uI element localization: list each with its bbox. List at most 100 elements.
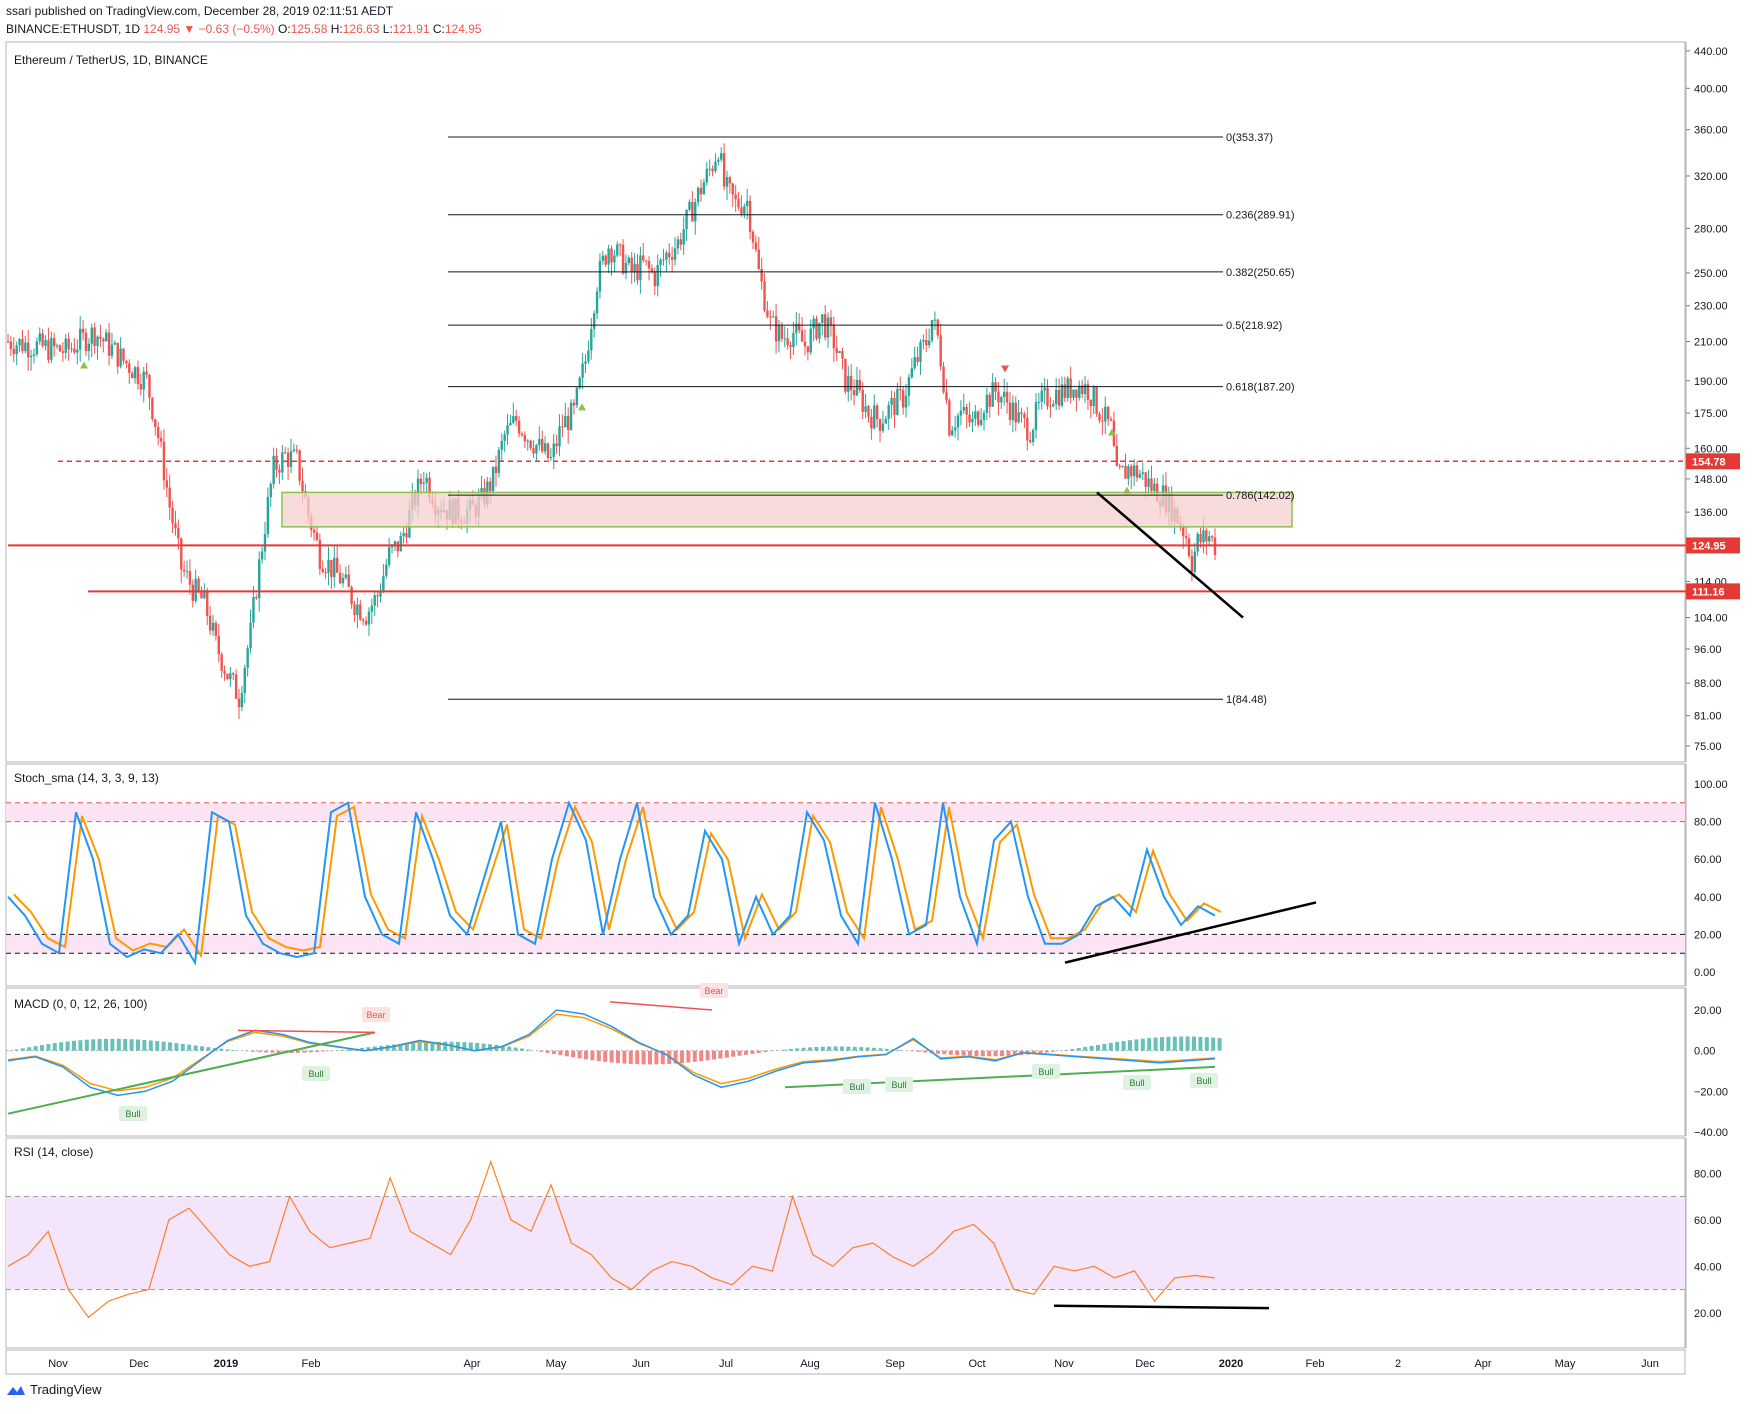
candle-body <box>979 420 983 425</box>
fib-level-label: 0.236(289.91) <box>1226 210 1295 222</box>
candle-body <box>910 368 914 378</box>
candle-body <box>962 406 965 411</box>
macd-histogram-bar <box>635 1050 640 1065</box>
macd-histogram-bar <box>200 1046 204 1051</box>
candle-body <box>696 187 700 203</box>
macd-histogram-bar <box>340 1049 345 1051</box>
macd-histogram-bar <box>942 1050 947 1055</box>
candle-body <box>356 604 359 616</box>
macd-pane: MACD (0, 0, 12, 26, 100) 20.00 0.00 −20.00 −… <box>6 983 1728 1139</box>
candle-body <box>757 249 760 270</box>
time-tick-label: Feb <box>302 1358 321 1370</box>
candle-body <box>575 387 579 406</box>
candle-body <box>107 332 111 356</box>
candle-body <box>800 330 804 342</box>
candle-body <box>899 388 902 391</box>
bear-signal-badge <box>700 983 728 998</box>
price-tick-label: 136.00 <box>1694 507 1728 519</box>
ohlc-high-label: H: <box>330 22 343 36</box>
candle-body <box>87 343 91 352</box>
resistance-zone <box>281 491 1293 528</box>
macd-histogram-bar <box>398 1043 403 1051</box>
macd-histogram-bar <box>360 1047 364 1051</box>
candle-body <box>841 351 844 359</box>
candle-body <box>1106 406 1110 420</box>
fib-level-label: 0.382(250.65) <box>1226 267 1295 279</box>
candle-body <box>517 420 521 434</box>
candle-body <box>835 348 838 353</box>
macd-histogram-bar <box>52 1043 57 1051</box>
candle-body <box>861 389 864 412</box>
sell-signal-icon <box>1001 365 1009 373</box>
candle-body <box>110 344 114 356</box>
macd-histogram-bar <box>1166 1036 1171 1051</box>
price-tick-label: 360.00 <box>1694 125 1728 137</box>
candle-body <box>298 450 301 481</box>
macd-histogram-bar <box>116 1038 121 1051</box>
candle-body <box>737 199 740 208</box>
candle-body <box>1046 388 1049 407</box>
candle-body <box>99 336 102 339</box>
candle-body <box>1060 384 1064 406</box>
time-tick-label: Apr <box>463 1358 480 1370</box>
candle-body <box>754 242 758 250</box>
candle-body <box>284 452 287 454</box>
candle-body <box>1199 533 1202 543</box>
candle-body <box>64 338 67 353</box>
candle-body <box>953 427 957 431</box>
macd-histogram-bar <box>897 1049 902 1051</box>
macd-histogram-bar <box>430 1041 435 1051</box>
candle-body <box>1054 389 1058 405</box>
candle-body <box>312 529 316 533</box>
candle-body <box>154 419 157 428</box>
candle-body <box>540 439 544 452</box>
candle-body <box>258 559 261 599</box>
candle-body <box>361 619 365 621</box>
price-pane-frame <box>5 41 1686 763</box>
candle-body <box>743 206 746 214</box>
candle-body <box>1020 412 1023 414</box>
candle-body <box>806 346 810 353</box>
candle-body <box>884 418 888 424</box>
bull-signal-badge <box>1190 1073 1218 1088</box>
candle-body <box>1078 385 1081 398</box>
candle-body <box>564 415 567 428</box>
candle-body <box>670 257 674 260</box>
macd-histogram-bar <box>148 1040 153 1051</box>
candle-body <box>864 406 867 412</box>
candle-body <box>708 168 711 170</box>
candle-body <box>916 357 919 362</box>
macd-histogram-bar <box>571 1050 576 1058</box>
candle-body <box>887 404 890 419</box>
candle-body <box>295 449 298 451</box>
macd-histogram-bar <box>1147 1038 1152 1051</box>
macd-histogram-bar <box>488 1044 492 1051</box>
stoch-tick-label: 100.00 <box>1694 779 1728 791</box>
price-tick-label: 320.00 <box>1694 171 1728 183</box>
price-change: 124.95 ▼ −0.63 (−0.5%) <box>143 22 275 36</box>
candle-body <box>419 478 423 484</box>
candle-body <box>512 416 515 423</box>
macd-histogram-bar <box>1121 1041 1126 1051</box>
macd-histogram-bar <box>545 1050 550 1053</box>
macd-histogram-bar <box>296 1050 300 1053</box>
candle-body <box>327 559 330 573</box>
macd-histogram-bar <box>1032 1050 1036 1055</box>
candle-body <box>936 319 939 336</box>
price-tick-label: 88.00 <box>1694 678 1722 690</box>
macd-histogram-bar <box>961 1050 966 1056</box>
macd-histogram-bar <box>948 1050 953 1055</box>
macd-histogram-bar <box>852 1046 857 1051</box>
candle-body <box>145 371 148 375</box>
candle-body <box>1193 551 1196 573</box>
candle-body <box>509 422 512 426</box>
macd-histogram-bar <box>878 1048 883 1051</box>
price-level-tag <box>1686 453 1740 470</box>
macd-histogram-bar <box>219 1048 224 1051</box>
candle-body <box>133 367 137 379</box>
macd-histogram-bar <box>1153 1037 1158 1051</box>
candle-body <box>500 440 503 450</box>
candle-body <box>344 574 348 578</box>
candle-body <box>165 480 169 488</box>
